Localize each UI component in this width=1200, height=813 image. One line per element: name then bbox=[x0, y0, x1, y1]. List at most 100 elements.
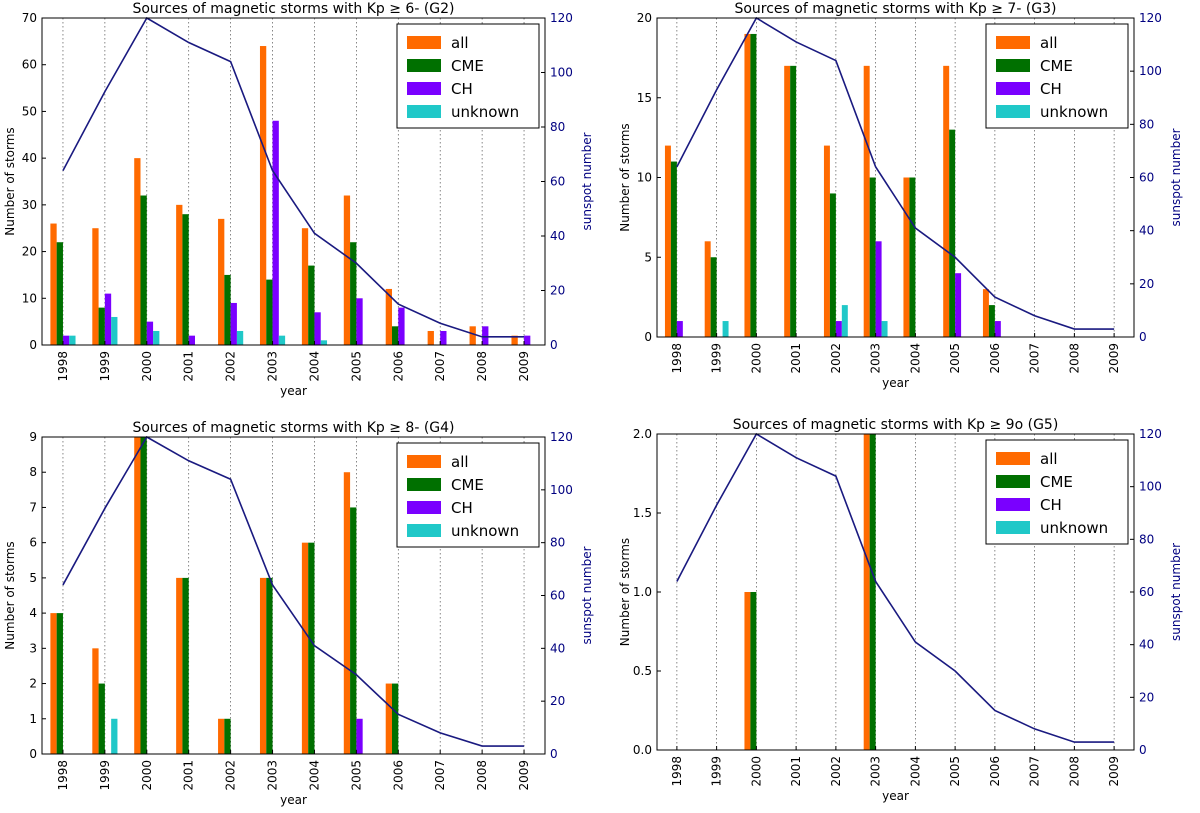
legend-swatch-unknown bbox=[407, 524, 441, 537]
bar-ch-2003 bbox=[272, 120, 279, 346]
x-tick-label: 2004 bbox=[908, 343, 922, 374]
bar-cme-2006 bbox=[392, 326, 399, 345]
y-tick-label: 15 bbox=[637, 91, 652, 105]
legend-swatch-ch bbox=[996, 82, 1030, 95]
y-tick-label: 50 bbox=[22, 104, 37, 118]
x-axis-label: year bbox=[280, 793, 307, 807]
y2-tick-label: 0 bbox=[1139, 743, 1147, 757]
bar-all-2005 bbox=[343, 472, 351, 754]
chart-title: Sources of magnetic storms with Kp ≥ 7- … bbox=[734, 1, 1056, 17]
legend-swatch-ch bbox=[996, 498, 1030, 511]
bar-all-2003 bbox=[259, 577, 267, 754]
chart-title: Sources of magnetic storms with Kp ≥ 6- … bbox=[132, 1, 454, 17]
x-axis-label: year bbox=[882, 789, 909, 803]
y2-tick-label: 60 bbox=[550, 175, 565, 189]
sunspot-line bbox=[676, 16, 1115, 330]
y-tick-label: 8 bbox=[29, 465, 37, 479]
x-tick-label: 2001 bbox=[182, 760, 196, 791]
bar-all-2004 bbox=[301, 542, 309, 754]
x-tick-label: 2003 bbox=[869, 756, 883, 787]
x-tick-label: 1998 bbox=[56, 351, 70, 382]
x-tick-label: 2003 bbox=[266, 760, 280, 791]
x-tick-label: 2004 bbox=[307, 760, 321, 791]
bar-unknown-2000 bbox=[153, 330, 160, 345]
chart-panel-4: 0.0 0.5 1.0 1.5 2.0 0 20 40 60 80 100 120 1998 1999 20… bbox=[618, 417, 1183, 803]
bar-cme-2004 bbox=[308, 265, 315, 345]
bar-all-1999 bbox=[92, 228, 99, 345]
bar-cme-2001 bbox=[182, 214, 189, 345]
bar-unknown-2002 bbox=[841, 305, 848, 337]
bar-cme-2001 bbox=[790, 65, 797, 337]
y-tick-label: 7 bbox=[29, 500, 37, 514]
x-tick-label: 2007 bbox=[433, 351, 447, 382]
x-tick-label: 2006 bbox=[391, 760, 405, 791]
x-tick-label: 2005 bbox=[349, 351, 363, 382]
y2-axis-label: sunspot number bbox=[1169, 543, 1183, 641]
legend-label-unknown: unknown bbox=[451, 522, 519, 540]
y-tick-label: 70 bbox=[22, 11, 37, 25]
bar-all-2007 bbox=[427, 330, 434, 345]
y-tick-label: 10 bbox=[22, 291, 37, 305]
bar-ch-2003 bbox=[875, 241, 882, 337]
x-tick-label: 2008 bbox=[475, 760, 489, 791]
bar-cme-2000 bbox=[140, 437, 147, 754]
y-tick-label: 4 bbox=[29, 606, 37, 620]
bar-all-1998 bbox=[50, 223, 57, 345]
y-tick-label: 5 bbox=[644, 250, 652, 264]
bar-all-2003 bbox=[259, 46, 267, 346]
x-tick-label: 2006 bbox=[988, 756, 1002, 787]
x-tick-label: 2006 bbox=[391, 351, 405, 382]
x-tick-label: 2009 bbox=[517, 760, 531, 791]
bar-ch-2002 bbox=[835, 321, 842, 337]
bar-all-2004 bbox=[903, 177, 910, 337]
x-tick-label: 2007 bbox=[1028, 343, 1042, 374]
y2-tick-label: 0 bbox=[550, 747, 558, 761]
x-tick-label: 2007 bbox=[433, 760, 447, 791]
bar-unknown-2002 bbox=[236, 330, 244, 345]
bar-all-2006 bbox=[385, 288, 393, 345]
bar-unknown-1999 bbox=[722, 321, 729, 337]
bar-all-2001 bbox=[176, 204, 183, 345]
x-axis-label: year bbox=[280, 384, 307, 398]
bar-cme-2002 bbox=[224, 274, 231, 345]
y-tick-label: 20 bbox=[22, 245, 37, 259]
bar-cme-1999 bbox=[98, 307, 105, 345]
y2-tick-label: 80 bbox=[1139, 117, 1154, 131]
bar-cme-2003 bbox=[869, 434, 876, 750]
y-tick-label: 0 bbox=[644, 330, 652, 344]
y2-axis-label: sunspot number bbox=[580, 132, 594, 230]
y2-tick-label: 100 bbox=[550, 66, 573, 80]
bar-ch-2006 bbox=[994, 321, 1001, 337]
bar-cme-1999 bbox=[98, 683, 105, 754]
y2-tick-label: 40 bbox=[1139, 224, 1154, 238]
bar-all-2000 bbox=[744, 33, 751, 337]
bar-all-2005 bbox=[343, 195, 351, 345]
legend-label-ch: CH bbox=[1040, 496, 1062, 514]
y-tick-label: 2 bbox=[29, 677, 37, 691]
legend: all CME CH unknown bbox=[985, 23, 1129, 129]
bar-ch-2005 bbox=[356, 718, 363, 754]
bar-cme-2000 bbox=[140, 195, 147, 345]
x-tick-label: 2002 bbox=[829, 343, 843, 374]
x-tick-label: 1998 bbox=[670, 343, 684, 374]
legend: all CME CH unknown bbox=[396, 442, 540, 548]
bar-ch-2005 bbox=[356, 298, 363, 345]
chart-title: Sources of magnetic storms with Kp ≥ 8- … bbox=[132, 420, 454, 436]
bar-ch-1998 bbox=[676, 321, 683, 337]
bar-all-2003 bbox=[863, 434, 870, 750]
y-axis-label: Number of storms bbox=[3, 127, 17, 235]
x-tick-label: 1999 bbox=[710, 343, 724, 374]
bar-all-2004 bbox=[301, 228, 309, 345]
y2-tick-label: 0 bbox=[550, 338, 558, 352]
bar-ch-2001 bbox=[188, 335, 195, 345]
y-tick-label: 3 bbox=[29, 641, 37, 655]
x-tick-label: 2002 bbox=[224, 351, 238, 382]
x-tick-label: 1998 bbox=[56, 760, 70, 791]
bar-cme-2004 bbox=[909, 177, 916, 337]
legend-swatch-ch bbox=[407, 501, 441, 514]
bar-cme-2003 bbox=[869, 177, 876, 337]
bar-all-2001 bbox=[176, 577, 183, 754]
y2-tick-label: 120 bbox=[1139, 11, 1162, 25]
y2-tick-label: 0 bbox=[1139, 330, 1147, 344]
